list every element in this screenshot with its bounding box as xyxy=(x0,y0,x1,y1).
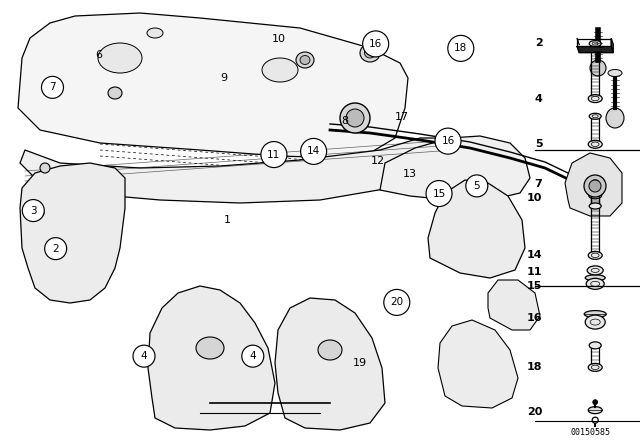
Text: 10: 10 xyxy=(271,34,285,44)
Text: 4: 4 xyxy=(534,94,543,103)
Ellipse shape xyxy=(585,275,605,281)
Ellipse shape xyxy=(147,28,163,38)
Polygon shape xyxy=(577,47,613,52)
Ellipse shape xyxy=(590,60,606,76)
Circle shape xyxy=(261,142,287,168)
Circle shape xyxy=(448,35,474,61)
Text: 7: 7 xyxy=(534,179,543,189)
Text: 1: 1 xyxy=(224,215,230,224)
Ellipse shape xyxy=(318,340,342,360)
Circle shape xyxy=(45,237,67,260)
Polygon shape xyxy=(380,136,530,200)
Ellipse shape xyxy=(196,337,224,359)
Polygon shape xyxy=(565,153,622,216)
Text: 18: 18 xyxy=(527,362,543,372)
Polygon shape xyxy=(488,280,540,330)
Ellipse shape xyxy=(588,363,602,371)
Ellipse shape xyxy=(365,48,376,58)
Text: 00150585: 00150585 xyxy=(570,428,610,437)
Polygon shape xyxy=(428,180,525,278)
Ellipse shape xyxy=(586,278,604,289)
Ellipse shape xyxy=(589,41,601,47)
Text: 20: 20 xyxy=(390,297,403,307)
Polygon shape xyxy=(148,286,275,430)
Text: 13: 13 xyxy=(403,169,417,179)
Ellipse shape xyxy=(585,315,605,329)
Ellipse shape xyxy=(296,52,314,68)
Text: 11: 11 xyxy=(268,150,280,159)
Ellipse shape xyxy=(40,163,50,173)
Ellipse shape xyxy=(346,109,364,127)
Ellipse shape xyxy=(340,103,370,133)
Ellipse shape xyxy=(360,44,380,62)
Text: 2: 2 xyxy=(52,244,59,254)
Text: 18: 18 xyxy=(454,43,467,53)
Text: 15: 15 xyxy=(433,189,445,198)
Polygon shape xyxy=(20,163,125,303)
Ellipse shape xyxy=(606,108,624,128)
Text: 11: 11 xyxy=(527,267,543,277)
Ellipse shape xyxy=(589,180,601,192)
Circle shape xyxy=(466,175,488,197)
Text: 15: 15 xyxy=(527,281,543,291)
Text: 16: 16 xyxy=(527,313,543,323)
Text: 7: 7 xyxy=(49,82,56,92)
Text: 14: 14 xyxy=(527,250,543,260)
Circle shape xyxy=(301,138,326,164)
Text: 10: 10 xyxy=(527,193,543,203)
Circle shape xyxy=(384,289,410,315)
Ellipse shape xyxy=(589,342,601,349)
Circle shape xyxy=(592,417,598,423)
Circle shape xyxy=(133,345,155,367)
Text: 5: 5 xyxy=(474,181,480,191)
Text: 20: 20 xyxy=(527,407,543,417)
Polygon shape xyxy=(611,39,613,52)
Text: 8: 8 xyxy=(340,116,348,126)
Ellipse shape xyxy=(588,251,602,259)
Ellipse shape xyxy=(36,209,44,217)
Ellipse shape xyxy=(108,87,122,99)
Circle shape xyxy=(242,345,264,367)
Ellipse shape xyxy=(586,174,604,179)
Circle shape xyxy=(426,181,452,207)
Circle shape xyxy=(42,76,63,99)
Ellipse shape xyxy=(589,192,602,199)
Text: 16: 16 xyxy=(369,39,382,49)
Text: 9: 9 xyxy=(220,73,228,83)
Circle shape xyxy=(435,128,461,154)
Ellipse shape xyxy=(98,43,142,73)
Ellipse shape xyxy=(608,69,622,77)
Ellipse shape xyxy=(588,178,602,185)
Text: 14: 14 xyxy=(307,146,320,156)
Text: 2: 2 xyxy=(534,38,543,47)
Ellipse shape xyxy=(589,113,601,119)
Text: 6: 6 xyxy=(96,50,102,60)
Text: 3: 3 xyxy=(30,206,36,215)
Circle shape xyxy=(22,199,44,222)
Polygon shape xyxy=(275,298,385,430)
Text: 16: 16 xyxy=(442,136,454,146)
Ellipse shape xyxy=(584,310,606,318)
Circle shape xyxy=(593,400,598,405)
Polygon shape xyxy=(18,13,408,158)
Text: 12: 12 xyxy=(371,156,385,166)
Ellipse shape xyxy=(588,266,604,275)
Text: 4: 4 xyxy=(250,351,256,361)
Polygon shape xyxy=(438,320,518,408)
Ellipse shape xyxy=(589,203,601,209)
Text: 5: 5 xyxy=(535,139,543,149)
Polygon shape xyxy=(20,138,450,203)
Text: 4: 4 xyxy=(141,351,147,361)
Ellipse shape xyxy=(300,56,310,65)
Ellipse shape xyxy=(584,175,606,197)
Ellipse shape xyxy=(588,140,602,148)
Text: 19: 19 xyxy=(353,358,367,368)
Ellipse shape xyxy=(588,407,602,414)
Circle shape xyxy=(363,31,388,57)
Ellipse shape xyxy=(262,58,298,82)
Ellipse shape xyxy=(588,95,602,103)
Text: 17: 17 xyxy=(395,112,409,122)
